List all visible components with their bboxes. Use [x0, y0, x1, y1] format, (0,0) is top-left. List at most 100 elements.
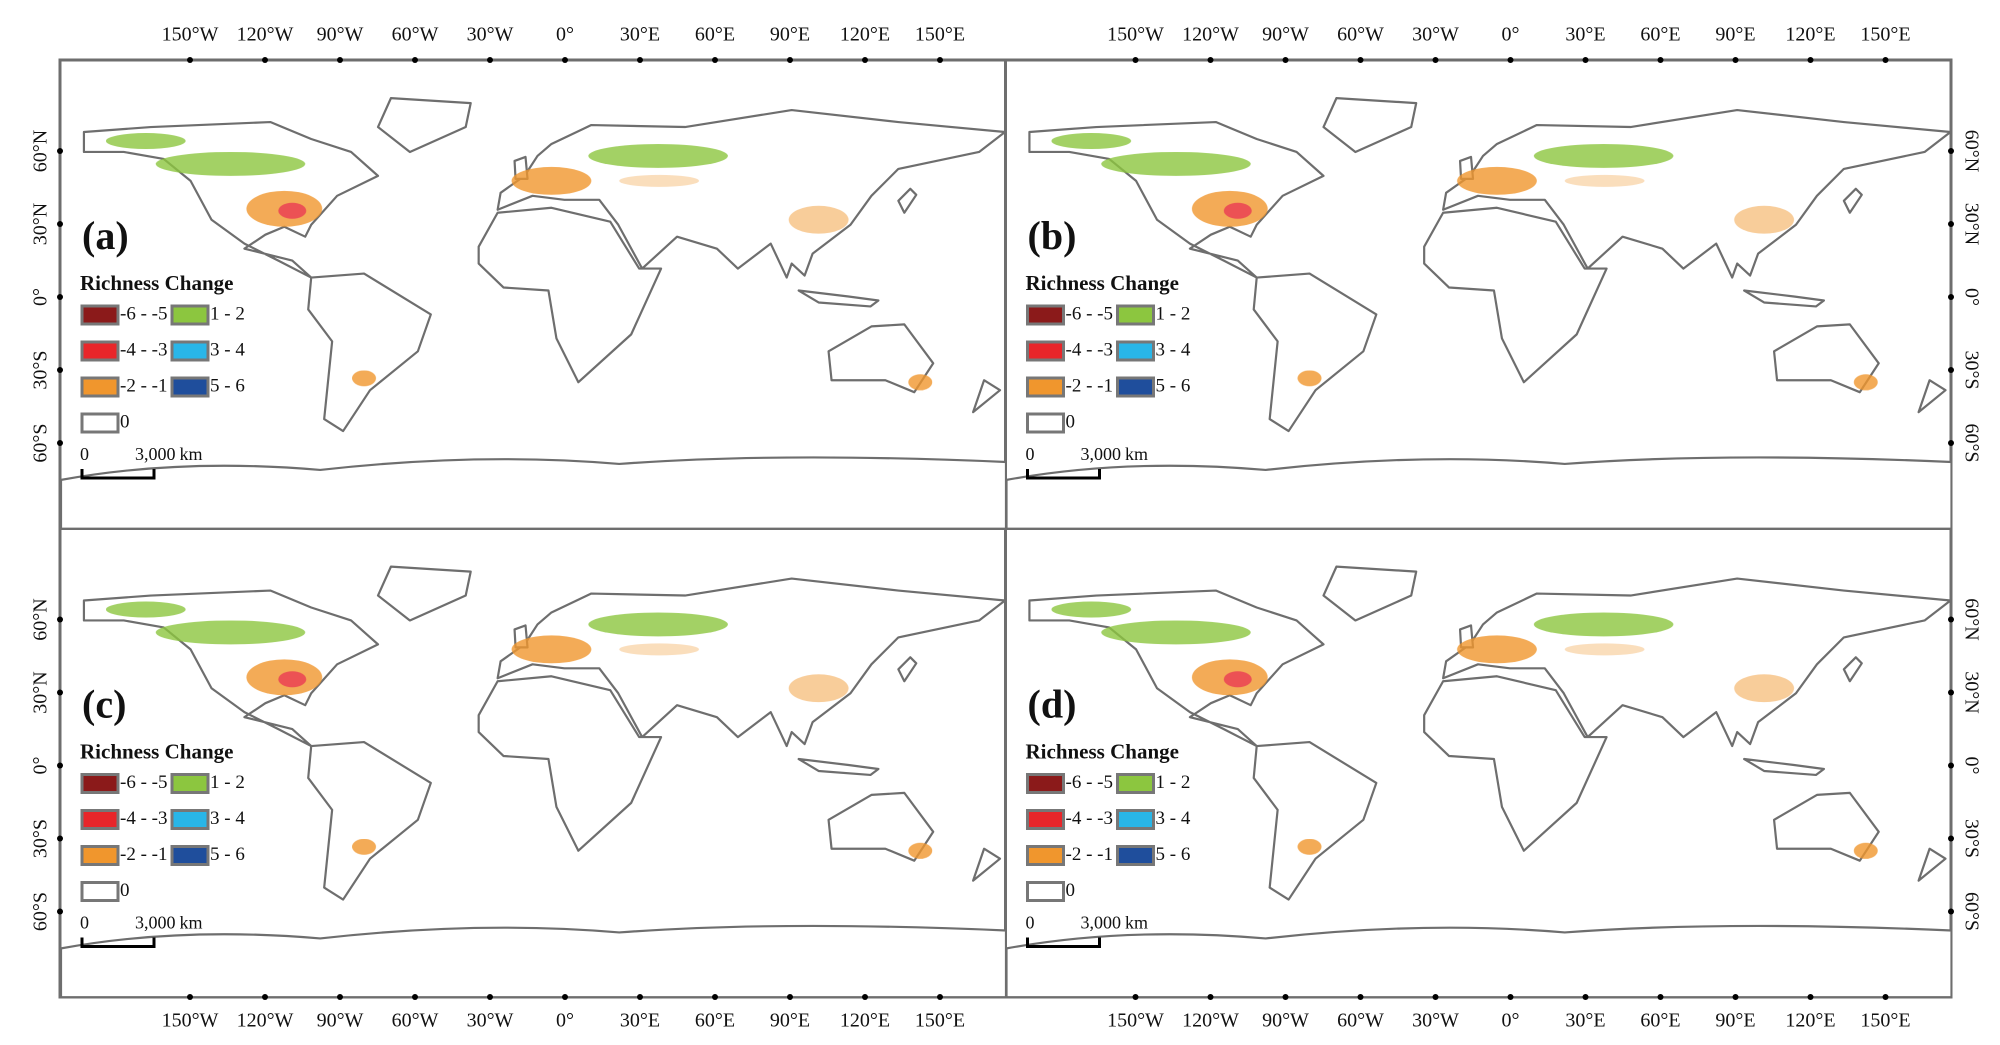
panel-label: (a)	[82, 213, 129, 258]
legend-label: 1 - 2	[1156, 303, 1191, 324]
tick-dot	[1132, 57, 1139, 63]
tick-dot	[1882, 57, 1889, 63]
latitude-label: 0°	[1960, 757, 1982, 775]
legend-label: 0	[1066, 880, 1076, 901]
map-panel: (c) Richness Change -6 - -5 -4 - -3 -2 - -1 0…	[61, 567, 1006, 998]
latitude-label: 30°N	[30, 203, 52, 245]
legend-title: Richness Change	[80, 739, 233, 763]
tick-dot	[1207, 57, 1214, 63]
tick-dot	[712, 57, 718, 63]
tick-dot	[262, 57, 268, 63]
longitude-label: 120°E	[840, 1010, 890, 1032]
latitude-label: 30°N	[1960, 671, 1982, 713]
tick-dot	[1582, 57, 1589, 63]
tick-dot	[187, 57, 193, 63]
longitude-label: 150°W	[1107, 1010, 1164, 1032]
longitude-label: 120°W	[1182, 24, 1239, 46]
legend-swatch	[170, 773, 210, 794]
tick-dot	[1732, 994, 1739, 1000]
legend-swatch	[170, 809, 210, 830]
tick-dot	[712, 994, 718, 1000]
legend-label: -2 - -1	[1066, 844, 1113, 865]
scale-value: 3,000	[1081, 913, 1122, 933]
longitude-label: 0°	[556, 24, 574, 46]
tick-dot	[57, 440, 63, 446]
legend-swatch	[1026, 412, 1065, 434]
scale-start: 0	[1026, 444, 1035, 464]
latitude-label: 30°N	[1960, 203, 1982, 245]
legend-swatch	[170, 376, 210, 398]
legend-swatch	[1026, 304, 1065, 326]
tick-dot	[487, 994, 493, 1000]
scale-unit: km	[1125, 913, 1148, 933]
legend-label: -6 - -5	[120, 303, 167, 324]
latitude-label: 30°S	[1960, 819, 1982, 858]
tick-dot	[187, 994, 193, 1000]
scale-bar	[80, 469, 156, 480]
legend-label: -2 - -1	[120, 844, 167, 865]
tick-dot	[337, 994, 343, 1000]
legend-label: 5 - 6	[210, 844, 245, 865]
longitude-label: 60°W	[392, 1010, 439, 1032]
longitude-label: 60°W	[392, 24, 439, 46]
legend-swatch	[1026, 773, 1065, 794]
longitude-label: 30°E	[1565, 24, 1605, 46]
panel-label: (c)	[82, 682, 126, 727]
scale-unit: km	[1125, 444, 1148, 464]
longitude-label: 60°E	[1640, 24, 1680, 46]
panel-label: (d)	[1028, 682, 1077, 727]
latitude-label: 30°S	[30, 350, 52, 389]
longitude-label: 150°E	[915, 1010, 965, 1032]
longitude-label: 150°W	[162, 24, 219, 46]
legend-swatch	[170, 304, 210, 326]
legend-swatch	[1026, 845, 1065, 866]
longitude-label: 90°E	[770, 1010, 810, 1032]
legend-swatch	[170, 340, 210, 362]
legend-label: 0	[120, 411, 130, 432]
legend-label: 5 - 6	[210, 375, 245, 396]
legend-swatch	[1116, 773, 1155, 794]
tick-dot	[57, 367, 63, 373]
tick-dot	[1948, 762, 1954, 769]
tick-dot	[1282, 994, 1289, 1000]
legend-label: 5 - 6	[1156, 844, 1191, 865]
tick-dot	[57, 689, 63, 696]
legend-label: 5 - 6	[1156, 375, 1191, 396]
longitude-label: 150°E	[1860, 24, 1910, 46]
longitude-label: 60°E	[1640, 1010, 1680, 1032]
longitude-label: 150°E	[915, 24, 965, 46]
legend-swatch	[80, 304, 120, 326]
latitude-label: 0°	[30, 757, 52, 775]
tick-dot	[1282, 57, 1289, 63]
latitude-label: 60°N	[1960, 130, 1982, 172]
tick-dot	[487, 57, 493, 63]
legend-swatch	[1116, 809, 1155, 830]
tick-dot	[57, 148, 63, 154]
tick-dot	[262, 994, 268, 1000]
longitude-label: 60°W	[1337, 24, 1384, 46]
longitude-label: 150°E	[1860, 1010, 1910, 1032]
tick-dot	[862, 994, 868, 1000]
latitude-label: 60°S	[1960, 423, 1982, 462]
tick-dot	[1657, 994, 1664, 1000]
panel-label: (b)	[1028, 213, 1077, 258]
scale-value: 3,000	[135, 444, 176, 464]
latitude-label: 30°S	[30, 819, 52, 858]
legend-title: Richness Change	[80, 271, 233, 295]
latitude-label: 30°S	[1960, 350, 1982, 389]
longitude-label: 90°E	[770, 24, 810, 46]
longitude-label: 0°	[1502, 1010, 1520, 1032]
tick-dot	[1948, 148, 1954, 154]
tick-dot	[1732, 57, 1739, 63]
tick-dot	[562, 57, 568, 63]
legend-swatch	[1026, 809, 1065, 830]
longitude-label: 120°E	[840, 24, 890, 46]
legend-swatch	[1116, 304, 1155, 326]
tick-dot	[1657, 57, 1664, 63]
tick-dot	[1132, 994, 1139, 1000]
tick-dot	[1948, 294, 1954, 300]
tick-dot	[562, 994, 568, 1000]
tick-dot	[1948, 689, 1954, 696]
map-panel: (d) Richness Change -6 - -5 -4 - -3 -2 - -1 0…	[1007, 567, 1952, 998]
latitude-label: 0°	[30, 288, 52, 306]
